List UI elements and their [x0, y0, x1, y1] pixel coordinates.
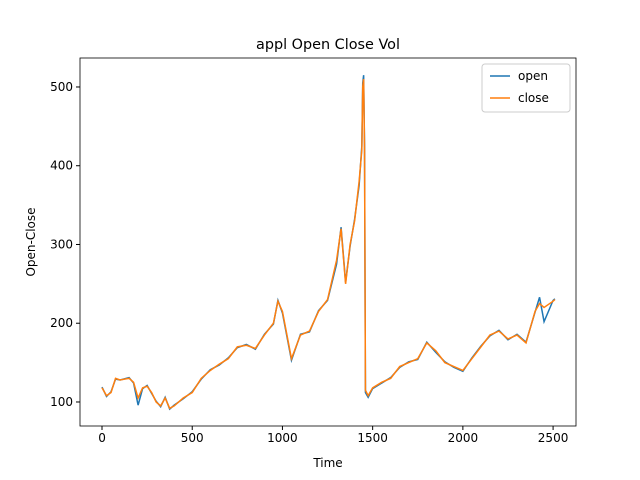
x-tick-label: 1000 [267, 431, 298, 445]
x-tick-label: 2500 [538, 431, 569, 445]
x-tick-label: 0 [98, 431, 106, 445]
y-tick-label: 500 [50, 80, 73, 94]
y-tick-label: 200 [50, 316, 73, 330]
chart-title: appl Open Close Vol [256, 37, 400, 53]
x-axis-label: Time [312, 456, 342, 470]
x-tick-label: 500 [181, 431, 204, 445]
legend-label: close [518, 91, 549, 105]
series-line [101, 79, 556, 410]
plot-frame [79, 57, 577, 427]
x-tick-label: 1500 [357, 431, 388, 445]
y-axis-label: Open-Close [24, 207, 38, 276]
y-tick-label: 400 [50, 159, 73, 173]
legend-label: open [518, 69, 548, 83]
x-tick-label: 2000 [448, 431, 479, 445]
y-tick-label: 300 [50, 237, 73, 251]
y-tick-label: 100 [50, 395, 73, 409]
